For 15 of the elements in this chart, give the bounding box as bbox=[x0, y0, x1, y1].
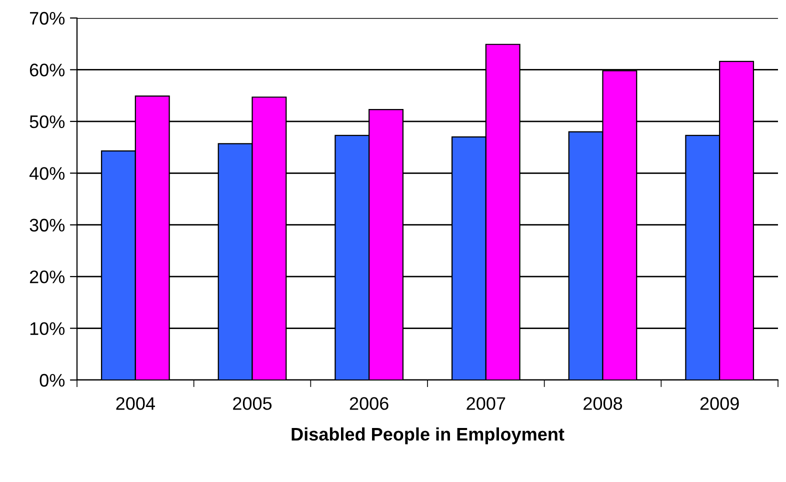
x-tick-label: 2005 bbox=[233, 397, 272, 410]
x-tick-label: 2008 bbox=[584, 397, 622, 410]
y-tick-label: 70% bbox=[30, 12, 65, 25]
y-tick-label: 50% bbox=[30, 115, 65, 128]
x-tick-label: 2007 bbox=[466, 397, 506, 410]
x-tick-label: 2006 bbox=[350, 397, 388, 410]
x-tick-label: 2009 bbox=[700, 397, 739, 410]
x-axis-title: Disabled People in Employment bbox=[292, 427, 564, 444]
y-tick-label: 60% bbox=[30, 64, 65, 76]
y-tick-label: 20% bbox=[30, 270, 65, 284]
y-tick-label: 30% bbox=[30, 218, 65, 232]
y-tick-label: 10% bbox=[30, 322, 65, 336]
y-tick-label: 0% bbox=[40, 374, 65, 387]
y-tick-label: 40% bbox=[29, 167, 65, 180]
x-tick-label: 2004 bbox=[116, 397, 155, 410]
